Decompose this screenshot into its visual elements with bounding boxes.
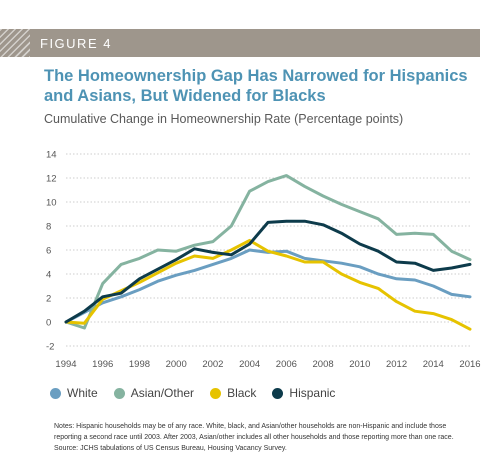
x-tick-label: 2000 xyxy=(166,359,187,370)
y-tick-label: 12 xyxy=(46,174,57,185)
x-tick-label: 2002 xyxy=(202,359,223,370)
legend-item: Black xyxy=(210,386,256,400)
chart-subtitle: Cumulative Change in Homeownership Rate … xyxy=(44,112,404,126)
y-tick-label: 6 xyxy=(46,246,51,257)
legend-label: Asian/Other xyxy=(130,386,195,400)
legend-swatch xyxy=(210,387,222,399)
y-tick-label: 10 xyxy=(46,198,57,209)
grid-lines xyxy=(66,153,470,347)
legend-item: Asian/Other xyxy=(113,386,195,400)
y-tick-label: 4 xyxy=(46,270,51,281)
x-tick-label: 1994 xyxy=(55,359,76,370)
x-tick-label: 2012 xyxy=(386,359,407,370)
y-tick-label: 14 xyxy=(46,150,57,161)
series-lines xyxy=(64,174,472,331)
legend: White Asian/Other Black Hispanic xyxy=(50,386,335,400)
line-chart: -2 0 2 4 6 8 10 12 14 1994 1996 1998 2000 2002 2004 20… xyxy=(46,150,481,371)
x-tick-label: 2010 xyxy=(349,359,370,370)
x-tick-label: 2008 xyxy=(313,359,334,370)
legend-label: White xyxy=(67,386,98,400)
notes-text: Notes: Hispanic households may be of any… xyxy=(54,423,454,441)
x-tick-label: 2014 xyxy=(423,359,444,370)
legend-item: Hispanic xyxy=(272,386,335,400)
x-tick-label: 2006 xyxy=(276,359,297,370)
x-axis-tick-labels: 1994 1996 1998 2000 2002 2004 2006 2008 2010 2012… xyxy=(55,359,480,370)
x-tick-label: 1996 xyxy=(92,359,113,370)
legend-swatch xyxy=(113,387,125,399)
source-text: Source: JCHS tabulations of US Census Bu… xyxy=(54,445,287,452)
x-tick-label: 2004 xyxy=(239,359,260,370)
legend-swatch xyxy=(50,387,61,399)
legend-label: Black xyxy=(227,386,257,400)
legend-item: White xyxy=(50,386,98,400)
chart-title: The Homeownership Gap Has Narrowed for H… xyxy=(44,67,468,105)
figure-banner: FIGURE 4 xyxy=(0,29,480,57)
x-tick-label: 2016 xyxy=(459,359,480,370)
hatch-decoration xyxy=(0,29,30,57)
y-tick-label: 0 xyxy=(46,318,51,329)
legend-swatch xyxy=(272,387,284,399)
y-axis-tick-labels: -2 0 2 4 6 8 10 12 14 xyxy=(46,150,57,353)
legend-label: Hispanic xyxy=(289,386,336,400)
series-line-white xyxy=(64,248,472,324)
y-tick-label: 8 xyxy=(46,222,51,233)
figure-label: FIGURE 4 xyxy=(40,36,112,51)
x-tick-label: 1998 xyxy=(129,359,150,370)
chart-notes: Notes: Hispanic households may be of any… xyxy=(54,421,474,454)
y-tick-label: 2 xyxy=(46,294,51,305)
y-tick-label: -2 xyxy=(46,342,54,353)
series-line-asian-other xyxy=(64,174,472,330)
series-line-hispanic xyxy=(64,219,472,324)
